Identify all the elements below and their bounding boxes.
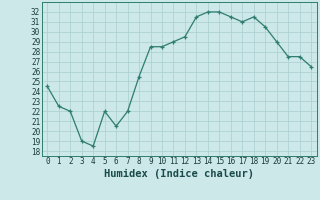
- X-axis label: Humidex (Indice chaleur): Humidex (Indice chaleur): [104, 169, 254, 179]
